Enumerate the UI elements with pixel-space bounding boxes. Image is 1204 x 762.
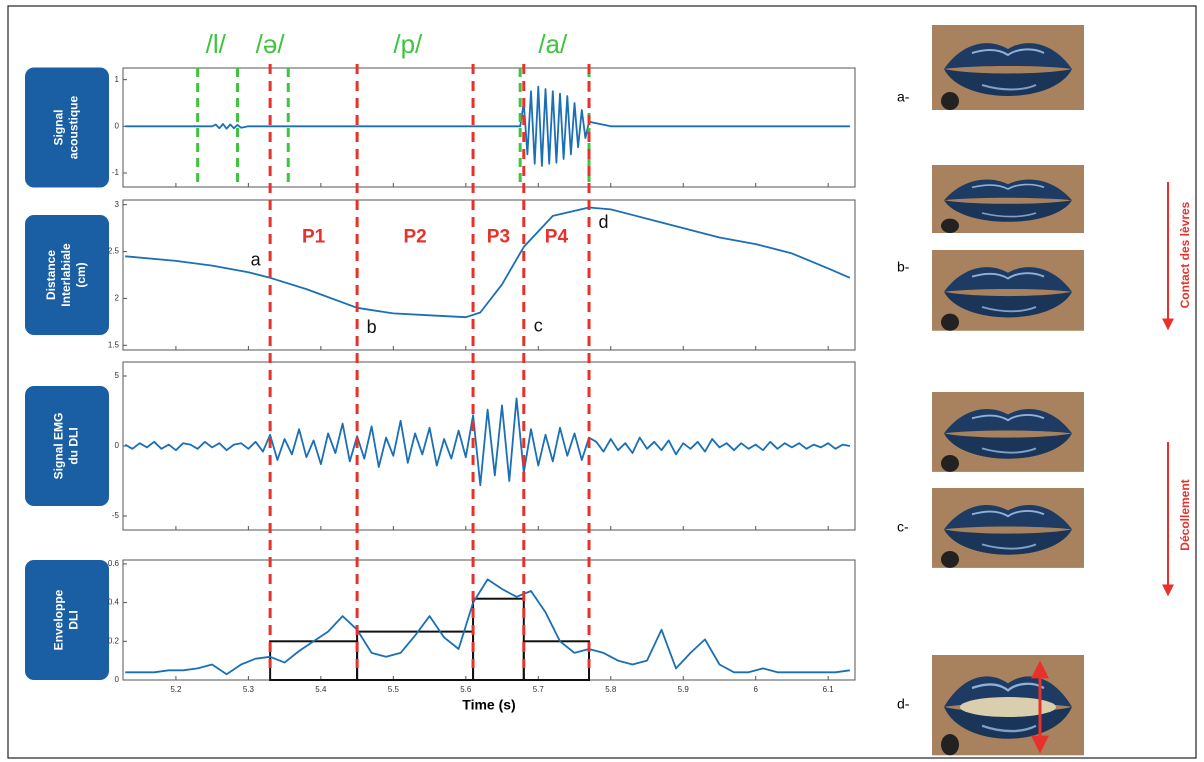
annotation: P3: [487, 227, 510, 248]
panel-label-box: [25, 215, 109, 335]
y-tick-label: 5: [115, 371, 120, 380]
annotation: d: [599, 212, 609, 232]
x-tick-label: 5.4: [315, 685, 327, 694]
photo-label: d-: [897, 696, 910, 712]
x-tick-label: 5.3: [243, 685, 255, 694]
panel-label-box: [25, 386, 109, 506]
signal-line: [125, 206, 851, 319]
annotation: b: [367, 317, 377, 337]
panel-label: Enveloppe: [52, 589, 66, 650]
x-tick-label: 6.1: [823, 685, 835, 694]
y-tick-label: 0: [115, 675, 120, 684]
y-tick-label: 2: [115, 294, 120, 303]
panel-label: du DLI: [67, 427, 81, 464]
y-tick-label: 1: [115, 75, 120, 84]
photo-label: c-: [897, 519, 909, 535]
y-tick-label: 0.6: [108, 559, 120, 568]
side-note: Contact des lèvres: [1178, 201, 1192, 308]
signal-line: [125, 578, 851, 676]
photo-d: [930, 653, 1086, 757]
signal-line: [125, 85, 850, 167]
x-tick-label: 5.6: [460, 685, 472, 694]
photo-label: a-: [897, 89, 910, 105]
x-tick-label: 6: [753, 685, 758, 694]
panel-label: Signal: [52, 109, 66, 145]
y-tick-label: 2.5: [108, 247, 120, 256]
panel-label: acoustique: [67, 96, 81, 160]
phoneme-label: /p/: [393, 29, 423, 59]
x-tick-label: 5.7: [533, 685, 545, 694]
panel-label: Interlabiale: [59, 243, 73, 307]
panel-label: Signal EMG: [52, 413, 66, 480]
phoneme-label: /a/: [538, 29, 568, 59]
y-tick-label: 0.2: [108, 636, 120, 645]
panel-label-box: [25, 67, 109, 188]
figure-border: [7, 5, 1197, 759]
photo-b1: [931, 164, 1085, 234]
plot-frame: [122, 559, 856, 681]
photo-c1: [931, 391, 1085, 473]
phoneme-label: /l/: [206, 29, 227, 59]
plot-frame: [122, 199, 856, 351]
annotation: P1: [302, 227, 326, 248]
phoneme-label: /ə/: [256, 29, 286, 59]
panel-label: Distance: [44, 250, 58, 300]
bar: [472, 597, 525, 681]
photo-c2: [931, 487, 1085, 569]
x-tick-label: 5.2: [170, 685, 182, 694]
photo-a: [931, 24, 1085, 111]
x-tick-label: 5.8: [605, 685, 617, 694]
annotation: c: [534, 315, 543, 335]
y-tick-label: -5: [112, 511, 120, 520]
x-tick-label: 5.5: [388, 685, 400, 694]
annotation: a: [251, 250, 262, 270]
panel-label: (cm): [74, 262, 88, 287]
annotation: P4: [545, 227, 569, 248]
x-tick-label: 5.9: [678, 685, 690, 694]
panel-label: DLI: [67, 610, 81, 629]
x-axis-label: Time (s): [462, 697, 515, 713]
signal-line: [124, 397, 851, 487]
photo-b2: [931, 249, 1085, 332]
annotation: P2: [403, 227, 426, 248]
side-note: Décollement: [1178, 479, 1192, 550]
y-tick-label: -1: [112, 168, 120, 177]
y-tick-label: 0.4: [108, 598, 120, 607]
y-tick-label: 0: [115, 121, 120, 130]
y-tick-label: 0: [115, 441, 120, 450]
photo-label: b-: [897, 259, 910, 275]
panel-label-box: [25, 560, 109, 680]
y-tick-label: 1.5: [108, 340, 120, 349]
y-tick-label: 3: [115, 200, 120, 209]
